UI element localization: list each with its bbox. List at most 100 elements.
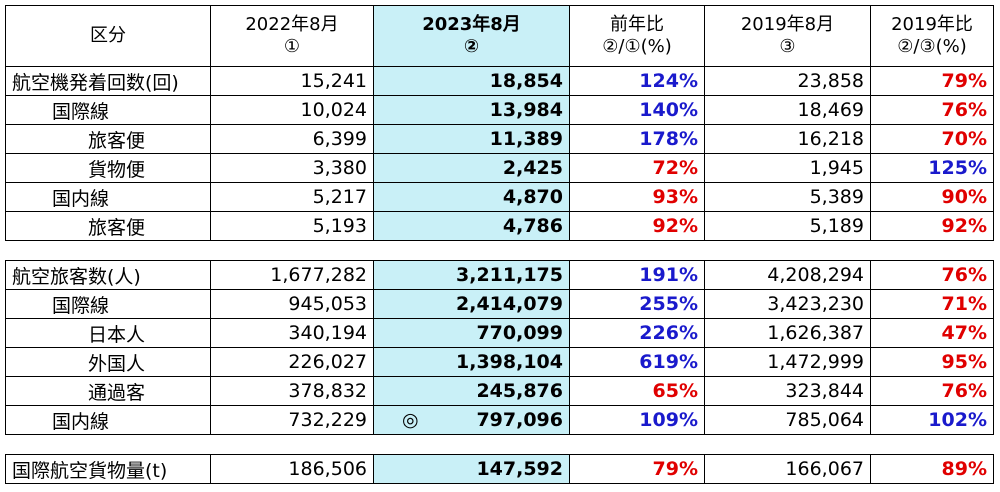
table-row: 通過客 378,832 245,876 65% 323,844 76% [5, 376, 994, 406]
header-vs-2019: 2019年比 ②/③(%) [870, 5, 994, 67]
value-2022-text: 732,229 [288, 409, 367, 431]
ratio-vs-2019-text: 47% [941, 322, 987, 344]
value-2019-text: 785,064 [785, 409, 864, 431]
table-row: 国内線 732,229 ◎ 797,096 109% 785,064 102% [5, 405, 994, 435]
ratio-vs-2019-text: 89% [941, 458, 987, 480]
ratio-yoy-text: 124% [639, 70, 698, 92]
value-2023-text: 245,876 [476, 380, 563, 402]
table-row: 旅客便 5,193 4,786 92% 5,189 92% [5, 211, 994, 241]
value-2023-text: 18,854 [489, 70, 563, 92]
ratio-vs-2019-text: 125% [928, 157, 987, 179]
value-2019: 1,626,387 [704, 318, 871, 348]
value-2023-text: 13,984 [489, 99, 563, 121]
ratio-vs-2019: 125% [870, 153, 994, 183]
ratio-vs-2019: 70% [870, 124, 994, 154]
ratio-yoy: 124% [569, 66, 705, 96]
value-2023-text: 797,096 [476, 409, 563, 431]
ratio-yoy-text: 619% [639, 351, 698, 373]
value-2022-text: 1,677,282 [270, 264, 367, 286]
value-2022: 340,194 [210, 318, 374, 348]
value-2023: 245,876 [373, 376, 570, 406]
value-2023-text: 147,592 [476, 458, 563, 480]
ratio-yoy-text: 93% [652, 186, 698, 208]
value-2019-text: 18,469 [797, 99, 864, 121]
ratio-vs-2019-text: 76% [941, 264, 987, 286]
ratio-yoy-text: 92% [652, 215, 698, 237]
header-2023-aug: 2023年8月 ② [373, 5, 570, 67]
value-2023: 2,425 [373, 153, 570, 183]
value-2019-text: 3,423,230 [767, 293, 864, 315]
row-label: 航空旅客数(人) [5, 260, 211, 290]
value-2023: 3,211,175 [373, 260, 570, 290]
row-label: 航空機発着回数(回) [5, 66, 211, 96]
value-2019-text: 23,858 [797, 70, 864, 92]
ratio-vs-2019: 76% [870, 376, 994, 406]
value-2022: 15,241 [210, 66, 374, 96]
value-2023: 13,984 [373, 95, 570, 125]
ratio-vs-2019-text: 95% [941, 351, 987, 373]
value-2023: 11,389 [373, 124, 570, 154]
value-2022-text: 3,380 [312, 157, 367, 179]
ratio-yoy: 92% [569, 211, 705, 241]
row-label-text: 国内線 [52, 187, 110, 210]
table-row: 国際線 945,053 2,414,079 255% 3,423,230 71% [5, 289, 994, 319]
ratio-yoy-text: 191% [639, 264, 698, 286]
row-label: 国際線 [5, 95, 211, 125]
row-label: 外国人 [5, 347, 211, 377]
table-row: 国内線 5,217 4,870 93% 5,389 90% [5, 182, 994, 212]
value-2019-text: 1,626,387 [767, 322, 864, 344]
ratio-vs-2019: 47% [870, 318, 994, 348]
ratio-yoy: 79% [569, 454, 705, 484]
value-2019: 3,423,230 [704, 289, 871, 319]
value-2019: 16,218 [704, 124, 871, 154]
table-row: 航空旅客数(人) 1,677,282 3,211,175 191% 4,208,294 7… [5, 260, 994, 290]
row-label: 国内線 [5, 182, 211, 212]
ratio-yoy: 255% [569, 289, 705, 319]
ratio-yoy-text: 109% [639, 409, 698, 431]
row-label-text: 国際線 [52, 100, 110, 123]
value-2019-text: 16,218 [797, 128, 864, 150]
passengers-table: 航空旅客数(人) 1,677,282 3,211,175 191% 4,208,294 7… [5, 260, 994, 435]
value-2023-text: 770,099 [476, 322, 563, 344]
value-2022-text: 945,053 [288, 293, 367, 315]
ratio-yoy-text: 140% [639, 99, 698, 121]
ratio-vs-2019: 79% [870, 66, 994, 96]
value-2022-text: 6,399 [312, 128, 367, 150]
row-label-text: 外国人 [88, 352, 146, 375]
ratio-yoy: 109% [569, 405, 705, 435]
value-2022-text: 5,217 [312, 186, 367, 208]
ratio-yoy: 93% [569, 182, 705, 212]
value-2019: 1,472,999 [704, 347, 871, 377]
ratio-vs-2019-text: 79% [941, 70, 987, 92]
value-2019-text: 4,208,294 [767, 264, 864, 286]
row-label: 旅客便 [5, 211, 211, 241]
ratio-vs-2019: 95% [870, 347, 994, 377]
value-2023: 4,870 [373, 182, 570, 212]
value-2019: 18,469 [704, 95, 871, 125]
value-2019-text: 1,472,999 [767, 351, 864, 373]
table-row: 国際航空貨物量(t) 186,506 147,592 79% 166,067 89% [5, 454, 994, 484]
flights-table: 航空機発着回数(回) 15,241 18,854 124% 23,858 79% 国際線 10… [5, 66, 994, 241]
table-row: 日本人 340,194 770,099 226% 1,626,387 47% [5, 318, 994, 348]
header-category: 区分 [5, 5, 211, 67]
row-label-text: 旅客便 [88, 129, 146, 152]
value-2023: 4,786 [373, 211, 570, 241]
ratio-yoy-text: 255% [639, 293, 698, 315]
row-label: 通過客 [5, 376, 211, 406]
value-2022: 732,229 [210, 405, 374, 435]
value-2019: 1,945 [704, 153, 871, 183]
ratio-yoy-text: 79% [652, 458, 698, 480]
value-2023-text: 4,786 [502, 215, 563, 237]
value-2022: 10,024 [210, 95, 374, 125]
row-label-text: 国内線 [52, 410, 110, 433]
ratio-vs-2019-text: 90% [941, 186, 987, 208]
value-2019: 5,189 [704, 211, 871, 241]
row-label-text: 航空旅客数(人) [12, 265, 141, 288]
row-label: 国内線 [5, 405, 211, 435]
table-row: 貨物便 3,380 2,425 72% 1,945 125% [5, 153, 994, 183]
value-2022: 226,027 [210, 347, 374, 377]
header-2019-aug: 2019年8月 ③ [704, 5, 871, 67]
row-label: 貨物便 [5, 153, 211, 183]
value-2023-text: 1,398,104 [456, 351, 563, 373]
value-2023: ◎ 797,096 [373, 405, 570, 435]
